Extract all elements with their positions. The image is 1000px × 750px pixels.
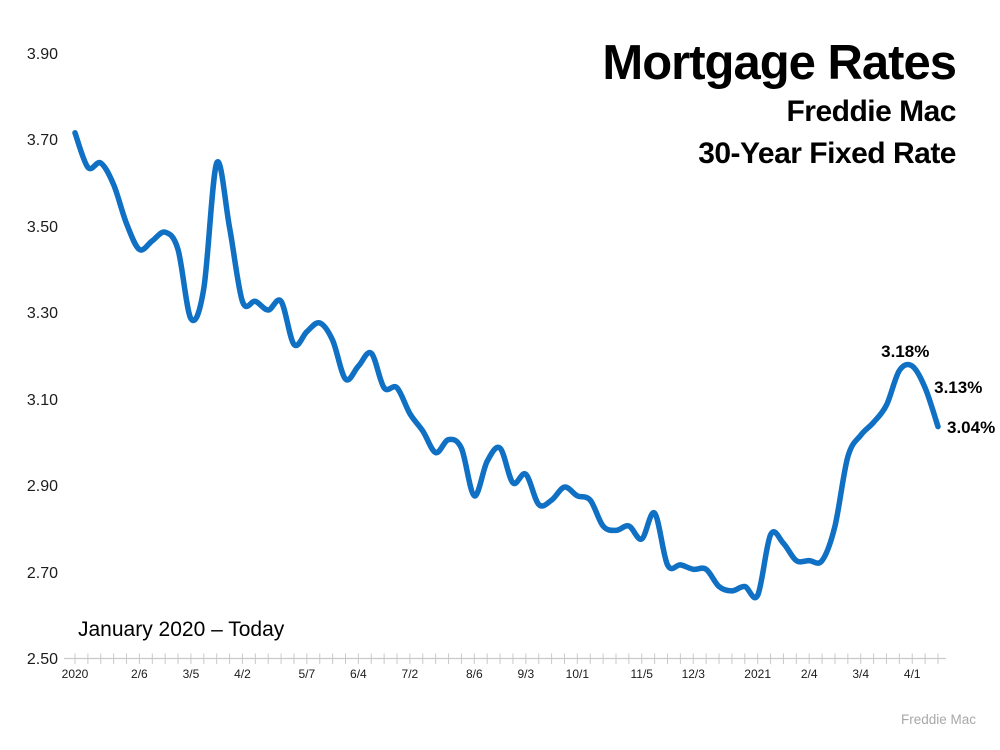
date-range-label: January 2020 – Today xyxy=(78,618,285,641)
rate-annotation: 3.13% xyxy=(934,377,983,397)
y-tick-label: 2.50 xyxy=(26,651,58,668)
x-tick-label: 2020 xyxy=(61,667,89,681)
rate-series-line xyxy=(72,130,941,601)
rate-annotation: 3.04% xyxy=(947,417,996,437)
x-tick-label: 10/1 xyxy=(565,667,589,681)
subtitle-source: Freddie Mac xyxy=(786,94,956,128)
rate-annotation: 3.18% xyxy=(881,342,930,362)
x-tick-label: 2021 xyxy=(744,667,771,681)
x-tick-label: 4/1 xyxy=(903,667,921,681)
title-block: Mortgage Rates Freddie Mac 30-Year Fixed… xyxy=(602,36,957,176)
x-tick-label: 11/5 xyxy=(630,667,653,681)
x-tick-label: 2/4 xyxy=(800,667,818,681)
x-tick-label: 9/3 xyxy=(517,667,535,681)
y-tick-label: 3.70 xyxy=(26,132,58,150)
page-title: Mortgage Rates xyxy=(602,36,957,90)
y-tick-label: 3.90 xyxy=(26,46,58,63)
x-tick-label: 6/4 xyxy=(350,667,367,681)
x-tick-label: 4/2 xyxy=(234,667,251,681)
x-tick-label: 12/3 xyxy=(681,667,705,681)
x-tick-label: 7/2 xyxy=(401,667,419,681)
x-tick-label: 3/5 xyxy=(182,667,200,681)
y-tick-label: 2.70 xyxy=(26,564,58,582)
source-credit: Freddie Mac xyxy=(900,712,976,727)
subtitle-product: 30-Year Fixed Rate xyxy=(698,137,956,171)
x-tick-label: 8/6 xyxy=(465,667,483,681)
y-tick-label: 3.10 xyxy=(26,391,58,409)
y-tick-label: 3.30 xyxy=(26,305,58,323)
y-tick-label: 3.50 xyxy=(26,218,58,236)
y-tick-label: 2.90 xyxy=(26,478,58,496)
x-tick-label: 5/7 xyxy=(298,667,316,681)
x-tick-label: 3/4 xyxy=(852,667,870,681)
x-tick-label: 2/6 xyxy=(131,667,148,681)
